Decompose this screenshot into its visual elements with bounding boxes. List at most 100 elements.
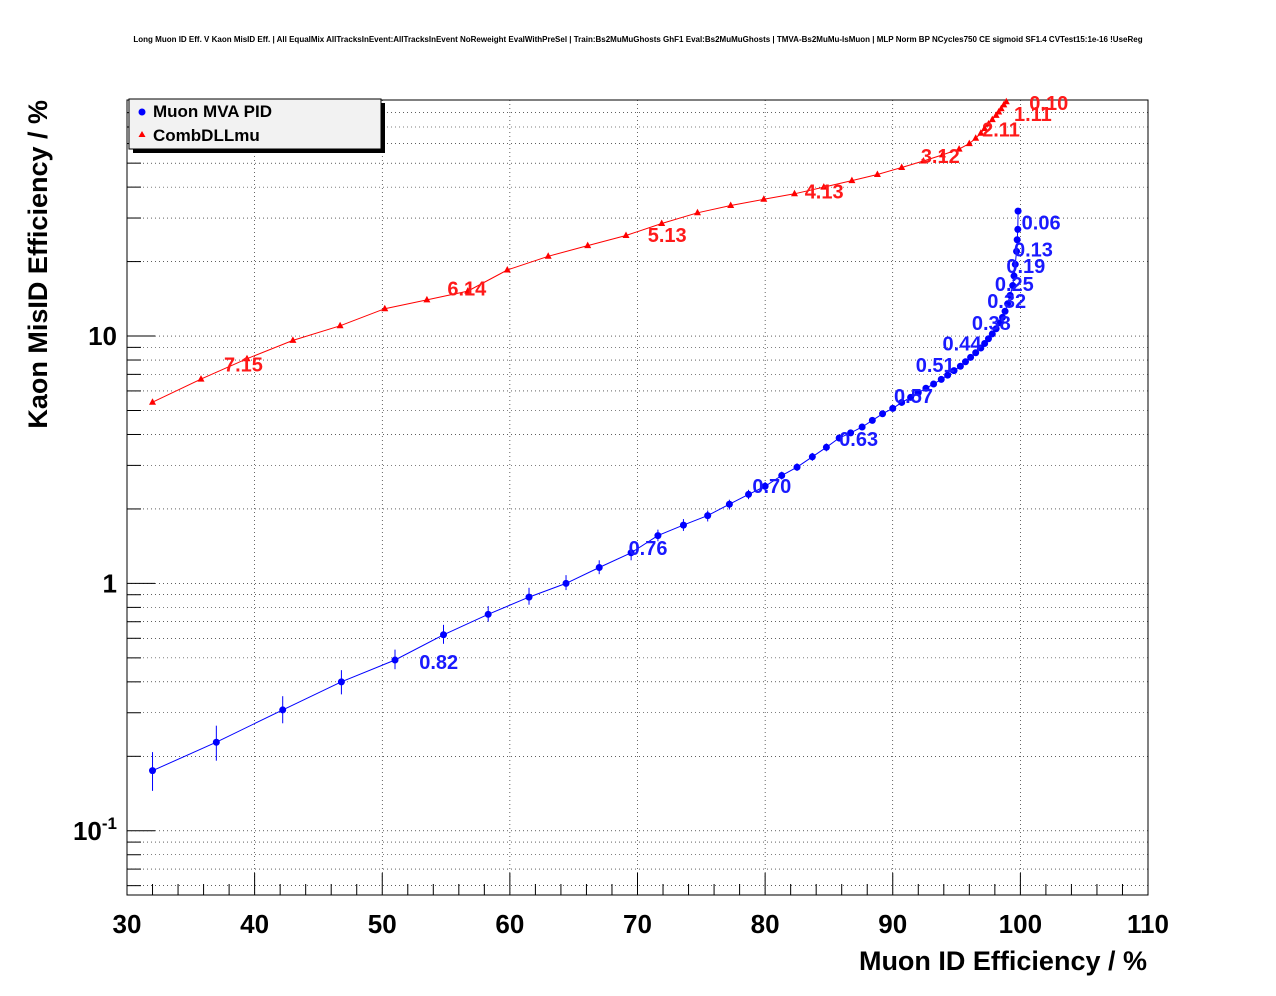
data-point bbox=[727, 201, 735, 208]
point-label: 0.44 bbox=[943, 333, 983, 355]
point-annotations: 0.06 0.130.190.250.320.380.440.51 0.57 0.63… bbox=[224, 93, 1068, 674]
x-tick-label: 110 bbox=[1127, 909, 1169, 939]
data-point bbox=[658, 219, 666, 226]
point-label: 0.63 bbox=[839, 429, 878, 451]
data-point bbox=[961, 358, 969, 366]
data-point bbox=[922, 384, 930, 392]
data-point bbox=[503, 266, 511, 273]
data-point bbox=[992, 111, 1000, 118]
point-label: 0.19 bbox=[1006, 256, 1045, 278]
point-label: 0.51 bbox=[916, 355, 955, 377]
data-point bbox=[898, 398, 906, 406]
data-point bbox=[999, 313, 1007, 321]
data-point bbox=[1010, 272, 1018, 280]
data-point bbox=[745, 490, 753, 498]
data-point bbox=[484, 610, 492, 618]
x-tick-label: 50 bbox=[368, 909, 397, 939]
data-point bbox=[1001, 307, 1009, 315]
data-point bbox=[944, 371, 952, 379]
chart-title: Long Muon ID Eff. V Kaon MisID Eff. | Al… bbox=[133, 35, 1142, 44]
data-point bbox=[149, 398, 156, 405]
data-point bbox=[898, 163, 906, 170]
y-tick-label: 10-1 bbox=[73, 814, 117, 846]
data-point bbox=[972, 134, 980, 141]
data-point bbox=[914, 389, 922, 397]
series-muon-mva-pid bbox=[149, 207, 1022, 791]
data-point bbox=[1013, 247, 1021, 255]
legend-label-muon: Muon MVA PID bbox=[153, 102, 272, 121]
data-point bbox=[149, 767, 157, 775]
data-point bbox=[337, 678, 345, 686]
data-point bbox=[391, 656, 399, 664]
data-point bbox=[889, 404, 897, 412]
data-point bbox=[985, 120, 992, 127]
point-label: 2.11 bbox=[982, 120, 1020, 142]
point-label: 0.70 bbox=[752, 476, 791, 498]
data-point bbox=[822, 443, 830, 451]
point-label: 4.13 bbox=[805, 181, 844, 203]
data-point bbox=[992, 325, 1000, 333]
data-point bbox=[212, 738, 220, 746]
y-tick-label: 10 bbox=[88, 321, 117, 351]
point-label: 0.10 bbox=[1029, 93, 1068, 115]
point-label: 3.12 bbox=[921, 146, 960, 168]
point-label: 0.38 bbox=[972, 313, 1011, 335]
data-point bbox=[627, 549, 635, 557]
x-tick-label: 40 bbox=[240, 909, 269, 939]
x-tick-label: 90 bbox=[878, 909, 907, 939]
x-tick-label: 30 bbox=[113, 909, 142, 939]
point-label: 0.76 bbox=[629, 538, 668, 560]
data-point bbox=[197, 375, 205, 382]
data-point bbox=[704, 512, 712, 520]
data-point bbox=[778, 472, 786, 480]
data-point bbox=[967, 353, 975, 361]
data-point bbox=[847, 429, 855, 437]
data-point bbox=[525, 593, 533, 601]
data-point bbox=[584, 241, 592, 249]
data-point bbox=[996, 319, 1004, 327]
data-point bbox=[279, 706, 287, 714]
data-point bbox=[1014, 207, 1022, 215]
data-point bbox=[1009, 282, 1017, 290]
data-point bbox=[544, 252, 552, 259]
data-point bbox=[760, 195, 768, 202]
data-point bbox=[1014, 225, 1022, 233]
point-label: 6.14 bbox=[447, 278, 487, 300]
data-point bbox=[336, 321, 344, 329]
data-point bbox=[873, 170, 881, 177]
grid-lines bbox=[127, 99, 1148, 895]
data-point bbox=[725, 500, 733, 508]
data-point bbox=[955, 145, 963, 152]
x-tick-label: 70 bbox=[623, 909, 652, 939]
series-combdllmu bbox=[149, 97, 1010, 405]
data-point bbox=[879, 410, 887, 418]
data-point bbox=[243, 354, 251, 362]
point-label: 0.32 bbox=[987, 291, 1026, 313]
point-label: 0.13 bbox=[1014, 239, 1053, 261]
point-label: 7.15 bbox=[224, 354, 263, 376]
data-point bbox=[848, 176, 856, 184]
data-point bbox=[1011, 260, 1019, 268]
data-point bbox=[423, 295, 431, 303]
data-point bbox=[981, 339, 989, 347]
data-point bbox=[595, 563, 603, 571]
point-label: 0.25 bbox=[995, 274, 1034, 296]
data-point bbox=[868, 416, 876, 424]
point-label: 0.82 bbox=[419, 652, 458, 674]
data-point bbox=[1002, 97, 1010, 105]
data-point bbox=[808, 453, 816, 461]
point-label: 1.11 bbox=[1014, 104, 1052, 126]
point-label: 5.13 bbox=[648, 225, 687, 247]
data-point bbox=[694, 208, 701, 216]
legend-box bbox=[128, 98, 382, 150]
data-point bbox=[965, 139, 973, 147]
data-point bbox=[835, 434, 843, 442]
data-point bbox=[562, 579, 570, 587]
data-point bbox=[1013, 236, 1021, 244]
legend-marker-comb bbox=[138, 131, 146, 137]
legend-marker-muon bbox=[138, 108, 146, 116]
plot-area bbox=[126, 99, 1149, 896]
y-tick-label: 1 bbox=[103, 568, 117, 598]
